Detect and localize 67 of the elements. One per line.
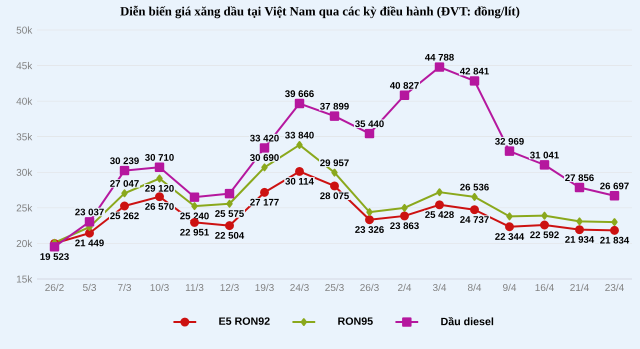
x-tick-label: 23/4	[605, 284, 624, 292]
legend-label: RON95	[338, 317, 373, 325]
data-label: 26 697	[600, 182, 629, 190]
y-tick-label: 20k	[16, 240, 32, 248]
x-tick-label: 21/4	[570, 284, 589, 292]
data-label: 42 841	[460, 68, 489, 75]
y-tick-label: 30k	[16, 168, 32, 176]
data-label: 23 326	[355, 226, 384, 233]
data-label: 29 957	[320, 159, 349, 166]
data-label: 33 840	[285, 132, 314, 139]
x-tick-label: 5/3	[82, 284, 96, 292]
data-label: 33 420	[250, 134, 279, 142]
data-label: 23 863	[390, 222, 419, 230]
y-tick-label: 15k	[16, 275, 32, 283]
data-label: 29 120	[145, 184, 174, 192]
x-tick-label: 11/3	[186, 284, 204, 292]
data-label: 40 827	[390, 82, 419, 89]
y-tick-label: 45k	[16, 62, 32, 70]
x-tick-label: 12/3	[220, 284, 239, 292]
y-tick-label: 50k	[16, 26, 32, 34]
chart-title: Diễn biến giá xăng dầu tại Việt Nam qua các kỳ điều hành (ĐVT: đồng/lít)	[120, 6, 520, 18]
data-label: 30 114	[285, 178, 314, 185]
x-tick-label: 26/3	[360, 284, 379, 292]
data-label: 32 969	[495, 138, 524, 145]
x-tick-label: 24/3	[290, 284, 309, 292]
data-label: 24 737	[460, 216, 489, 223]
data-label: 25 262	[110, 212, 139, 220]
y-tick-label: 40k	[16, 97, 32, 105]
y-tick-label: 35k	[16, 133, 32, 140]
data-label: 22 504	[215, 232, 244, 239]
data-label: 22 592	[530, 231, 559, 238]
data-label: 19 523	[40, 253, 69, 260]
data-label: 30 690	[250, 154, 279, 161]
x-tick-label: 9/4	[503, 284, 516, 292]
data-label: 27 177	[250, 198, 279, 206]
data-label: 22 951	[180, 228, 209, 236]
data-label: 23 037	[75, 208, 104, 216]
data-label: 21 934	[565, 236, 594, 243]
data-label: 21 834	[600, 236, 630, 244]
x-tick-label: 10/3	[150, 284, 169, 292]
data-label: 26 570	[145, 203, 174, 210]
y-tick-label: 25k	[16, 204, 32, 212]
legend-label: Dầu diesel	[441, 316, 494, 326]
data-label: 27 047	[110, 180, 139, 187]
data-label: 31 041	[530, 152, 559, 158]
x-tick-label: 19/3	[256, 284, 274, 292]
data-label: 37 899	[320, 102, 349, 110]
data-label: 25 575	[215, 210, 244, 217]
data-label: 25 428	[425, 211, 454, 218]
data-label: 30 239	[110, 157, 139, 164]
data-label: 27 856	[565, 174, 594, 182]
x-tick-label: 2/4	[398, 284, 412, 292]
data-label: 35 440	[355, 120, 384, 128]
x-tick-label: 25/3	[325, 284, 344, 292]
x-tick-label: 7/3	[118, 284, 132, 292]
data-label: 22 344	[495, 233, 524, 240]
x-tick-label: 26/2	[45, 284, 64, 292]
data-label: 26 536	[460, 184, 489, 191]
legend-label: E5 RON92	[219, 317, 270, 325]
data-label: 30 710	[145, 154, 174, 161]
x-tick-label: 8/4	[468, 284, 482, 292]
data-label: 44 788	[424, 54, 454, 61]
x-tick-label: 3/4	[432, 284, 446, 292]
x-tick-label: 16/4	[536, 284, 554, 292]
data-label: 28 075	[320, 192, 349, 200]
data-label: 21 449	[75, 240, 104, 246]
data-label: 39 666	[285, 90, 314, 98]
